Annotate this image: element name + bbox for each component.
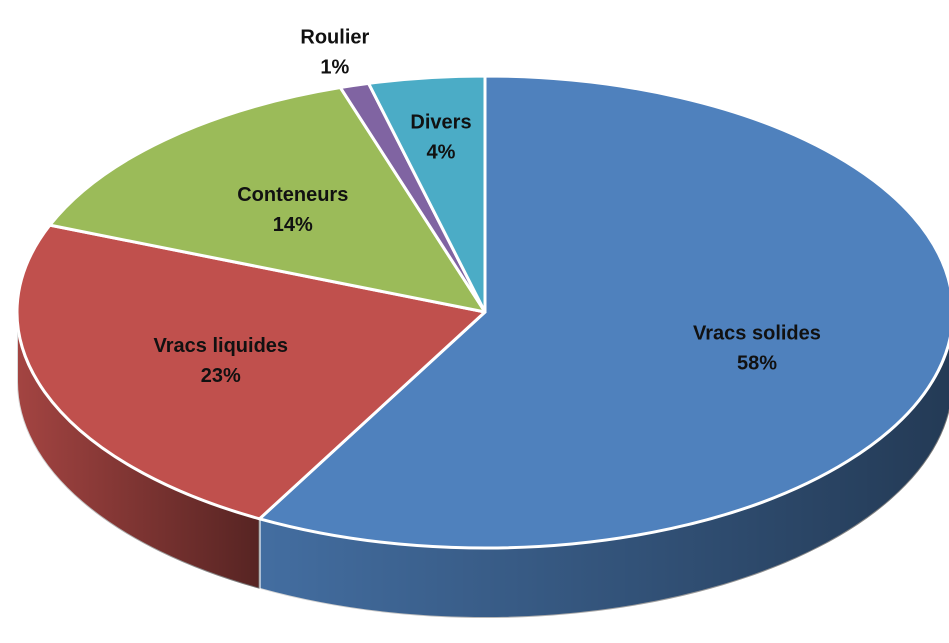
slice-label: Roulier — [300, 27, 369, 49]
slice — [367, 74, 487, 314]
slice-value-label: 1% — [320, 57, 349, 79]
slice — [15, 223, 487, 521]
slice-side-shade — [17, 312, 260, 589]
slice-value-label: 58% — [737, 352, 777, 374]
slice-label: Conteneurs — [237, 184, 348, 206]
slice-value-label: 23% — [201, 365, 241, 387]
slice — [258, 74, 949, 550]
slice-side-shade — [259, 342, 949, 618]
slice-label: Vracs solides — [693, 322, 821, 344]
slice-label: Vracs liquides — [154, 335, 289, 357]
slice-value-label: 4% — [427, 142, 456, 164]
slice-label: Divers — [410, 112, 471, 134]
slice-value-label: 14% — [273, 214, 313, 236]
